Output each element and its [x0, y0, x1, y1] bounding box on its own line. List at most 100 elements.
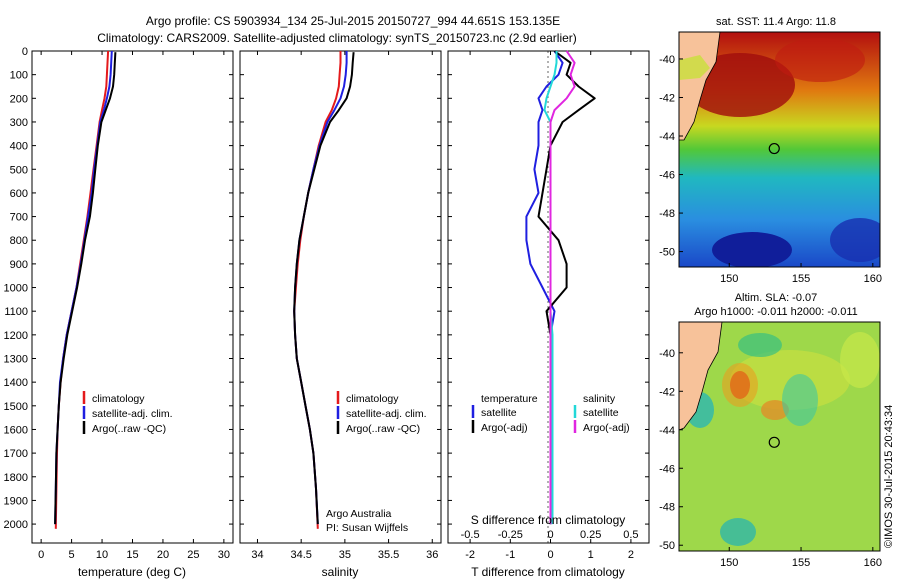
depth-tick-label: 600: [10, 188, 28, 200]
legend-title-salinity: salinity: [583, 393, 616, 405]
x-tick-label: 25: [187, 549, 199, 561]
depth-tick-label: 2000: [4, 519, 28, 531]
lon-tick-label: 150: [720, 273, 738, 285]
temperature-axes-frame: [31, 50, 234, 544]
header-line-1: Argo profile: CS 5903934_134 25-Jul-2015…: [146, 14, 560, 28]
depth-tick-label: 100: [10, 70, 28, 82]
lat-tick-label: -46: [659, 463, 675, 475]
depth-tick-label: 900: [10, 259, 28, 271]
float-position-marker: [768, 142, 780, 155]
lon-tick-label: 150: [720, 557, 738, 569]
sst-map-tick-labels: 150 155 160 -40 -42 -44 -46 -48 -50: [659, 54, 882, 285]
depth-tick-label: 800: [10, 235, 28, 247]
depth-tick-label: 200: [10, 93, 28, 105]
sst-warm-patch: [775, 38, 865, 82]
legend-label-s-argo: Argo(-adj): [583, 422, 630, 434]
sst-map-title: sat. SST: 11.4 Argo: 11.8: [716, 16, 836, 28]
series-line: [537, 50, 596, 525]
temperature-xlabel: temperature (deg C): [78, 565, 186, 579]
x-tick-label: 30: [218, 549, 230, 561]
sst-map: sat. SST: 11.4 Argo: 11.8 150 155 160 -40 -4…: [659, 16, 882, 285]
x-tick-label: 20: [157, 549, 169, 561]
sst-coastal-patch: [679, 55, 710, 80]
x-tick-label: 15: [126, 549, 138, 561]
salinity-panel: 34 34.5 35 35.5 36 salinity climatology sate…: [239, 50, 442, 579]
salinity-series: [293, 51, 355, 529]
series-line: [549, 50, 576, 525]
lat-tick-label: -40: [659, 54, 675, 66]
lon-tick-label: 160: [864, 557, 882, 569]
difference-series: [525, 50, 596, 525]
lat-tick-label: -48: [659, 502, 675, 514]
x-tick-label: -1: [505, 549, 515, 561]
pi-annotation: PI: Susan Wijffels: [326, 522, 408, 534]
argo-australia-annotation: Argo Australia: [326, 508, 392, 520]
x-tick-label: 35: [339, 549, 351, 561]
lat-tick-label: -46: [659, 170, 675, 182]
legend-label-t-argo: Argo(-adj): [481, 422, 528, 434]
s-tick-label: 0.25: [580, 529, 601, 541]
s-tick-label: 0.5: [623, 529, 638, 541]
sst-map-frame: [678, 31, 881, 268]
temperature-legend: climatology satellite-adj. clim. Argo(..…: [82, 391, 173, 435]
t-difference-xlabel: T difference from climatology: [471, 565, 625, 579]
series-line: [525, 50, 564, 525]
depth-tick-label: 1700: [4, 448, 28, 460]
lon-tick-label: 155: [792, 273, 810, 285]
sla-high-anomaly: [722, 363, 758, 407]
sla-high-anomaly: [761, 400, 789, 420]
salinity-axes-frame: [239, 50, 442, 544]
depth-tick-label: 500: [10, 164, 28, 176]
sla-low-anomaly: [720, 518, 756, 546]
series-line: [293, 52, 355, 525]
s-tick-label: 0: [547, 529, 553, 541]
temperature-series: [54, 50, 117, 529]
lat-tick-label: -42: [659, 386, 675, 398]
series-line: [293, 51, 342, 529]
difference-panel: -2 -1 0 1 2 -0.5 -0.25 0 0.25 0.5 T difference f…: [447, 50, 650, 579]
imos-watermark: ©IMOS 30-Jul-2015 20:43:34: [883, 405, 895, 548]
legend-label-satellite: satellite-adj. clim.: [92, 408, 173, 420]
sla-map-tick-labels: 150 155 160 -40 -42 -44 -46 -48 -50: [659, 348, 882, 569]
salinity-tick-labels: 34 34.5 35 35.5 36: [251, 51, 438, 561]
header-line-2: Climatology: CARS2009. Satellite-adjuste…: [97, 31, 577, 45]
lat-tick-label: -40: [659, 348, 675, 360]
difference-legend: temperature salinity satellite Argo(-adj…: [471, 393, 630, 434]
x-tick-label: -2: [465, 549, 475, 561]
sla-map-frame: [678, 321, 881, 552]
depth-tick-label: 1800: [4, 472, 28, 484]
legend-label-climatology: climatology: [92, 393, 145, 405]
depth-tick-label: 1900: [4, 495, 28, 507]
s-difference-label: S difference from climatology: [471, 513, 626, 527]
lat-tick-label: -48: [659, 208, 675, 220]
x-tick-label: 34: [251, 549, 263, 561]
sla-low-anomaly: [782, 374, 818, 426]
sla-map-title: Altim. SLA: -0.07: [735, 292, 818, 304]
legend-label-argo: Argo(..raw -QC): [346, 423, 420, 435]
sst-cold-patch: [712, 232, 792, 267]
x-tick-label: 2: [628, 549, 634, 561]
depth-tick-label: 400: [10, 141, 28, 153]
sst-cold-patch: [830, 218, 880, 262]
x-tick-label: 10: [96, 549, 108, 561]
legend-label-satellite: satellite-adj. clim.: [346, 408, 427, 420]
lat-tick-label: -50: [659, 540, 675, 552]
depth-tick-labels: 0 100 200 300 400 500 600 700 800 900 1000 1100 1200…: [4, 46, 649, 531]
float-position-marker: [768, 436, 780, 448]
x-tick-label: 0: [38, 549, 44, 561]
lat-tick-label: -42: [659, 92, 675, 104]
x-tick-label: 35.5: [378, 549, 399, 561]
legend-label-climatology: climatology: [346, 393, 399, 405]
x-tick-label: 1: [588, 549, 594, 561]
salinity-xlabel: salinity: [322, 565, 359, 579]
depth-tick-label: 0: [22, 46, 28, 58]
depth-tick-label: 1300: [4, 354, 28, 366]
x-tick-label: 0: [547, 549, 553, 561]
temperature-panel: 0100200300400500600700800900100011001200…: [4, 46, 649, 579]
s-tick-label: -0.5: [461, 529, 480, 541]
depth-tick-label: 1100: [4, 306, 28, 318]
lat-tick-label: -50: [659, 247, 675, 259]
temperature-tick-labels: 0 5 10 15 20 25 30: [38, 51, 230, 561]
sla-low-anomaly: [738, 333, 782, 357]
